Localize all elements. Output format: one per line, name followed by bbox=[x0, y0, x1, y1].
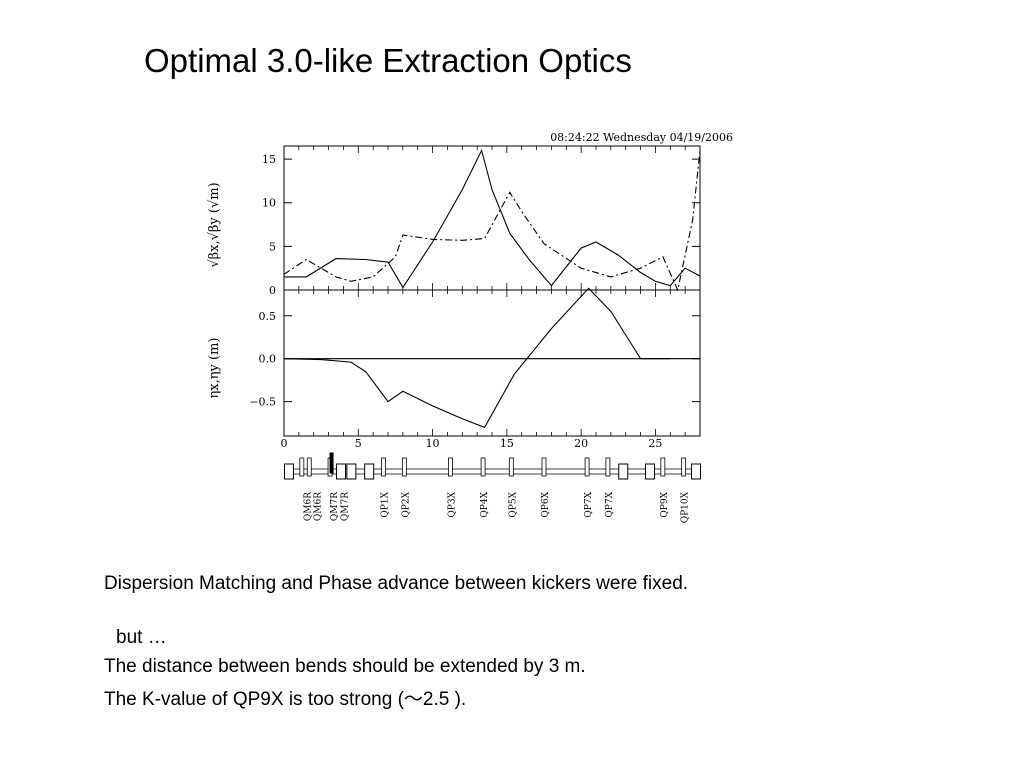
lattice-bend-magnet bbox=[618, 463, 629, 480]
lattice-bend-magnet bbox=[364, 463, 375, 480]
lattice-bend-magnet bbox=[335, 463, 346, 480]
lattice-quadrupole bbox=[508, 457, 514, 477]
lattice-element-label: QP3X bbox=[447, 491, 457, 517]
x-tick-label: 25 bbox=[648, 437, 662, 450]
lattice-element-label: QM7R bbox=[340, 492, 350, 521]
lattice-element-label: QP1X bbox=[381, 491, 391, 517]
beta-y-tick-label: 5 bbox=[269, 240, 276, 253]
lattice-element-label: QM6R bbox=[314, 492, 324, 521]
lattice-bend-magnet bbox=[346, 463, 357, 480]
disp-y-tick-label: −0.5 bbox=[249, 396, 276, 409]
x-tick-label: 10 bbox=[426, 437, 440, 450]
x-axis-ticks-group: 0 5 10 15 20 25 bbox=[281, 437, 663, 450]
disp-y-tick-label: 0.0 bbox=[259, 353, 277, 366]
lattice-element-label: QP7X bbox=[605, 491, 615, 517]
lattice-element-label: QP2X bbox=[401, 491, 411, 517]
beta-series-1 bbox=[283, 150, 701, 292]
beta-y-tick-label: 10 bbox=[262, 197, 276, 210]
lattice-quadrupole bbox=[660, 457, 666, 477]
beta-ticks-group: 0 5 10 15 bbox=[262, 146, 701, 297]
x-tick-label: 0 bbox=[281, 437, 288, 450]
lattice-quadrupole bbox=[381, 457, 386, 477]
note-line-4: The K-value of QP9X is too strong (〜2.5 … bbox=[104, 689, 467, 710]
lattice-kicker bbox=[329, 452, 334, 474]
disp-y-tick-label: 0.5 bbox=[259, 310, 277, 323]
lattice-element-label: QP5X bbox=[508, 491, 518, 517]
lattice-quadrupole bbox=[681, 457, 687, 477]
x-tick-label: 15 bbox=[500, 437, 514, 450]
plot-timestamp: 08:24:22 Wednesday 04/19/2006 bbox=[550, 131, 733, 144]
lattice-quadrupole bbox=[447, 457, 453, 477]
lattice-element-label: QP10X bbox=[681, 491, 691, 523]
lattice-quadrupole bbox=[401, 457, 407, 477]
beta-y-tick-label: 15 bbox=[262, 153, 276, 166]
lattice-element-label: QP4X bbox=[480, 491, 490, 517]
lattice-quadrupole bbox=[480, 457, 486, 477]
lattice-quadrupole bbox=[299, 457, 305, 477]
lattice-quadrupole bbox=[605, 457, 611, 477]
lattice-element-label: QP6X bbox=[541, 491, 551, 517]
note-line-2: but … bbox=[116, 627, 167, 648]
lattice-layout bbox=[283, 452, 702, 480]
lattice-quadrupole bbox=[584, 457, 590, 477]
x-tick-label: 20 bbox=[574, 437, 588, 450]
note-line-1: Dispersion Matching and Phase advance be… bbox=[104, 573, 689, 594]
note-line-3: The distance between bends should be ext… bbox=[104, 656, 586, 677]
lattice-element-label: QM6R bbox=[303, 492, 313, 521]
lattice-bend-magnet bbox=[691, 463, 702, 480]
lattice-quadrupole bbox=[541, 457, 547, 477]
beta-panel-frame bbox=[283, 145, 701, 291]
lattice-quadrupole bbox=[306, 457, 312, 477]
lattice-element-label: QP7X bbox=[584, 491, 594, 517]
dispersion-panel: ηx,ηy (m) 0.5 0.0 −0.5 bbox=[207, 287, 701, 437]
dispersion-series-group bbox=[283, 287, 700, 429]
lattice-bend-magnet bbox=[644, 463, 655, 480]
optics-figure: 08:24:22 Wednesday 04/19/2006 √βx,√βy (√… bbox=[207, 131, 733, 523]
beta-y-tick-label: 0 bbox=[269, 284, 276, 297]
x-tick-label: 5 bbox=[355, 437, 362, 450]
lattice-element-label: QP9X bbox=[660, 491, 670, 517]
disp-series-1 bbox=[283, 287, 671, 429]
beta-y-axis-label: √βx,√βy (√m) bbox=[207, 182, 222, 267]
lattice-labels-group: QM6R QM6R QM7R QM7R QP1X QP2X QP3X QP4X QP5X QP6X… bbox=[303, 491, 690, 523]
dispersion-ticks-group: 0.5 0.0 −0.5 bbox=[249, 290, 701, 436]
slide-title: Optimal 3.0-like Extraction Optics bbox=[144, 42, 632, 79]
beta-series-0 bbox=[284, 148, 701, 289]
dispersion-y-axis-label: ηx,ηy (m) bbox=[207, 338, 222, 399]
beta-panel: √βx,√βy (√m) 0 5 10 15 bbox=[207, 145, 701, 297]
lattice-bend-magnet bbox=[283, 463, 294, 480]
lattice-element-label: QM7R bbox=[330, 492, 340, 521]
beta-series-group bbox=[283, 148, 701, 292]
